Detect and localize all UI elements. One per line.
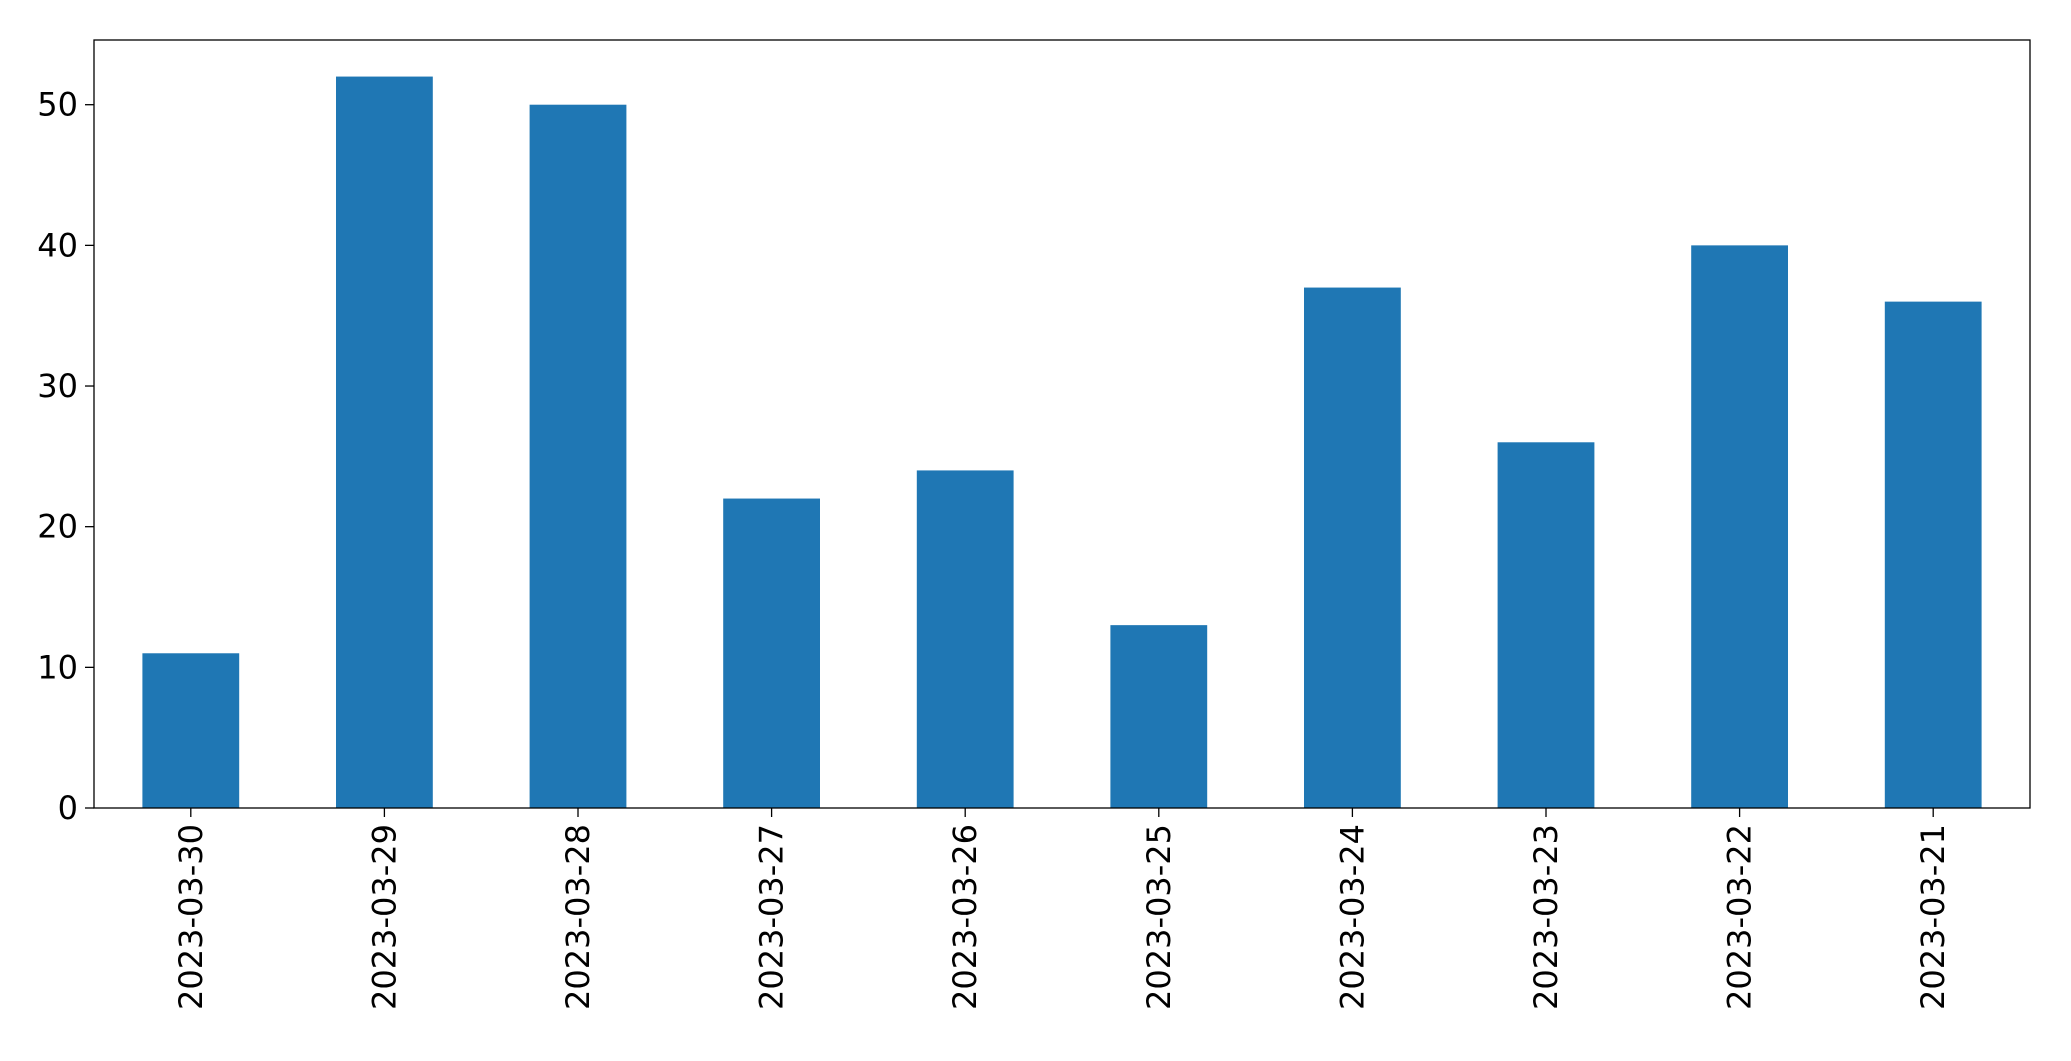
bar — [1110, 625, 1208, 808]
bar — [142, 653, 240, 808]
x-tick-label: 2023-03-21 — [1914, 824, 1952, 1010]
x-tick-label: 2023-03-30 — [172, 824, 210, 1010]
y-tick-label: 0 — [58, 789, 78, 827]
y-tick-label: 20 — [37, 508, 78, 546]
y-tick-label: 10 — [37, 648, 78, 686]
x-tick-label: 2023-03-22 — [1721, 824, 1759, 1010]
bar — [1884, 301, 1982, 808]
bar — [1691, 245, 1788, 808]
x-tick-label: 2023-03-26 — [946, 824, 984, 1010]
bar — [1304, 287, 1401, 808]
x-tick-label: 2023-03-23 — [1527, 824, 1565, 1010]
bar — [1497, 442, 1595, 808]
bar — [529, 104, 627, 808]
x-tick-label: 2023-03-29 — [365, 824, 403, 1010]
x-tick-label: 2023-03-28 — [559, 824, 597, 1010]
y-tick-label: 40 — [37, 226, 78, 264]
x-tick-label: 2023-03-25 — [1140, 824, 1178, 1010]
bar — [336, 76, 433, 809]
x-tick-label: 2023-03-24 — [1333, 824, 1371, 1010]
x-tick-label: 2023-03-27 — [753, 824, 791, 1010]
bar — [723, 498, 820, 808]
bar — [916, 470, 1014, 808]
y-tick-label: 50 — [37, 86, 78, 124]
y-tick-label: 30 — [37, 367, 78, 405]
plot-frame — [93, 39, 2031, 809]
